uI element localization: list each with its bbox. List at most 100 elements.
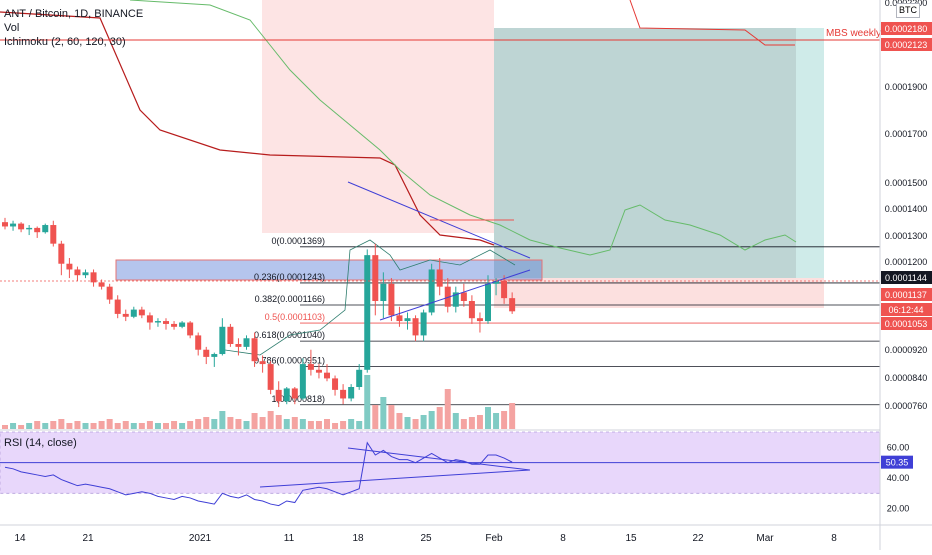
volume-bar: [66, 423, 73, 429]
candle: [404, 312, 411, 330]
candle-body: [211, 354, 218, 357]
fib-level-label: 0.382(0.0001166): [255, 294, 325, 304]
rsi-trend-lower: [259, 469, 531, 488]
candle: [356, 364, 363, 390]
candle-body: [460, 292, 467, 301]
volume-bar: [299, 419, 306, 429]
price-tick-label: 0.0001053: [885, 319, 928, 329]
candle: [388, 278, 395, 322]
candle: [235, 338, 242, 356]
candle-body: [388, 283, 395, 316]
candle: [10, 220, 17, 231]
rsi-tick-label: 20.00: [887, 504, 910, 514]
volume-bar: [114, 423, 121, 429]
candle: [34, 226, 41, 238]
volume-bar: [283, 419, 290, 429]
stop-zone: [494, 278, 824, 308]
volume-legend: Vol: [4, 22, 20, 34]
candle-body: [154, 321, 161, 323]
time-tick-label: 18: [352, 533, 364, 544]
target-zone: [494, 28, 824, 278]
rsi-axis[interactable]: 60.00 40.00 20.00 50.35: [881, 442, 913, 514]
volume-bar: [203, 417, 210, 429]
volume-bar: [315, 421, 322, 429]
candle-body: [412, 318, 419, 336]
candle-body: [283, 388, 290, 402]
rsi-tick-label: 60.00: [887, 442, 910, 452]
volume-bar: [90, 423, 97, 429]
volume-bar: [42, 423, 49, 429]
candle-body: [219, 326, 226, 355]
price-axis[interactable]: 0.0002180 0.0002123 0.0001900 0.0001700 0.00…: [881, 0, 932, 411]
ichimoku-legend: Ichimoku (2, 60, 120, 30): [4, 36, 126, 48]
candle: [219, 318, 226, 356]
candle-body: [509, 298, 516, 312]
volume-bar: [219, 411, 226, 429]
triangle-lower-line: [379, 269, 531, 321]
volume-bar: [412, 419, 419, 429]
volume-bar: [187, 421, 194, 429]
candle: [203, 346, 210, 365]
candle: [251, 332, 258, 367]
candle: [211, 352, 218, 367]
time-axis[interactable]: 14 21 2021 11 18 25 Feb 8 15 22 Mar 8: [14, 533, 837, 544]
candle: [26, 225, 33, 236]
ichimoku-lead-line: [129, 0, 797, 256]
volume-bar: [452, 413, 459, 429]
currency-badge[interactable]: BTC: [896, 3, 920, 18]
price-tick-label: 06:12:44: [888, 305, 923, 315]
candle: [501, 275, 508, 304]
price-tick-label: 0.0000840: [885, 373, 928, 383]
candle: [74, 266, 81, 281]
candle: [179, 321, 186, 329]
price-tick-label: 0.0000920: [885, 345, 928, 355]
candle: [243, 335, 250, 350]
rsi-legend: RSI (14, close): [4, 437, 77, 449]
volume-bar: [348, 419, 355, 429]
candle: [460, 283, 467, 307]
volume-bar: [267, 411, 274, 429]
candle-body: [227, 326, 234, 344]
price-tick-label: 0.0001500: [885, 178, 928, 188]
candle-body: [122, 313, 129, 317]
volume-bar: [380, 397, 387, 429]
candle-body: [380, 283, 387, 301]
candle-body: [74, 269, 81, 276]
volume-bar: [324, 419, 330, 429]
volume-bar: [211, 419, 218, 429]
candle: [2, 217, 8, 230]
candles: [2, 217, 516, 408]
fib-level-label: 0.236(0.0001243): [254, 272, 325, 282]
candle-body: [259, 361, 266, 365]
candle: [227, 323, 234, 347]
price-tag-bg: [881, 271, 932, 284]
volume-bar: [138, 423, 145, 429]
candle-body: [444, 286, 451, 307]
candle-body: [348, 387, 355, 399]
fib-level-label: 1(0.0000818): [271, 394, 325, 404]
volume-bar: [340, 421, 347, 429]
volume-bar: [420, 415, 427, 429]
time-tick-label: Mar: [756, 533, 774, 544]
fib-retracement: 0(0.0001369) 0.236(0.0001243) 0.382(0.0001…: [254, 236, 880, 406]
volume-bar: [468, 417, 475, 429]
fib-level-label: 0.5(0.0001103): [265, 312, 325, 322]
candle-body: [468, 301, 475, 319]
candle: [18, 222, 25, 233]
volume-bar: [243, 421, 250, 429]
candle-body: [501, 280, 508, 299]
candle-body: [372, 255, 379, 301]
price-tick-label: 0.0001200: [885, 257, 928, 267]
candle-body: [476, 318, 483, 322]
price-tick-label: 0.0001400: [885, 204, 928, 214]
volume-bars: [2, 375, 516, 429]
price-tag-bg: [881, 38, 932, 51]
volume-bar: [307, 421, 314, 429]
volume-bar: [388, 405, 395, 429]
candle: [283, 387, 290, 405]
cloud-overlay: [494, 28, 796, 278]
candle: [146, 312, 153, 330]
candle-body: [251, 338, 258, 362]
